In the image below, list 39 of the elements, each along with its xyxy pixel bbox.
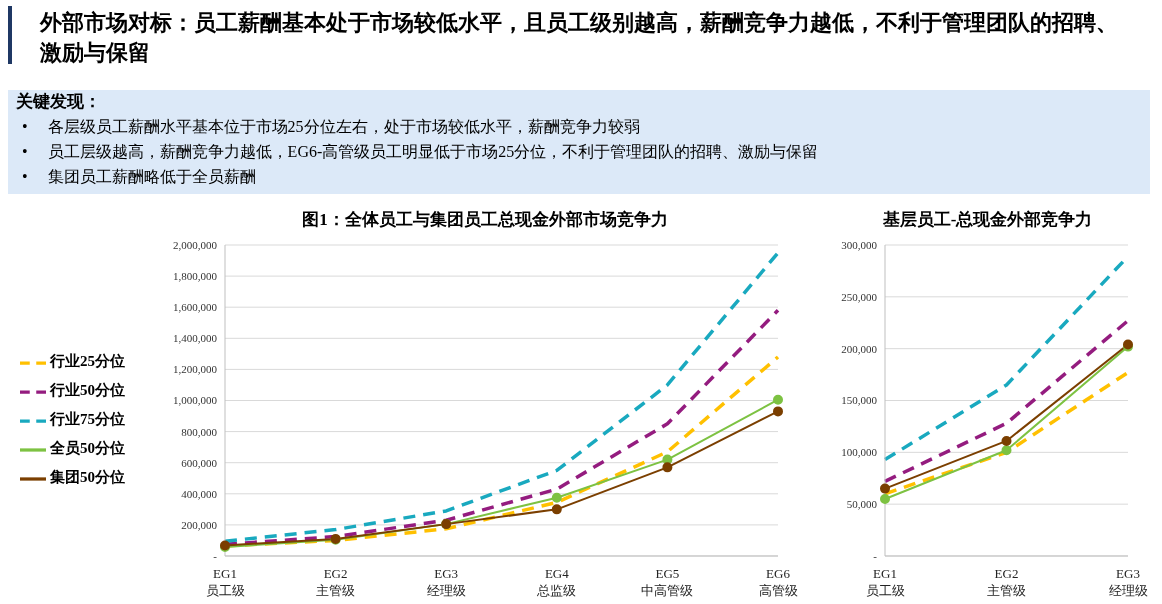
y-tick-label: 1,200,000 <box>173 363 218 376</box>
text: • 员工层级越高，薪酬竞争力越低，EG6-高管级员工明显低于市场25分位，不利于管理团队的招聘、激励与保留 <box>21 142 820 162</box>
legend-label: 行业75分位 <box>50 411 125 427</box>
y-tick-label: 400,000 <box>181 487 218 500</box>
legend-label: 行业25分位 <box>50 353 125 369</box>
x-tick-label: EG1 员工级 <box>205 566 245 598</box>
text: 关键发现： <box>15 91 102 113</box>
chart-title: 图1：全体员工与集团员工总现金外部市场竞争力 <box>301 209 669 231</box>
x-tick-label: EG2 主管级 <box>316 566 356 598</box>
text: • 集团员工薪酬略低于全员薪酬 <box>21 167 257 187</box>
y-tick-label: 1,600,000 <box>173 301 218 314</box>
x-tick-label: EG6 高管级 <box>758 566 798 598</box>
y-tick-label: 200,000 <box>181 518 218 531</box>
text: • 各层级员工薪酬水平基本位于市场25分位左右，处于市场较低水平，薪酬竞争力较弱 <box>21 117 641 137</box>
chart-title: 基层员工-总现金外部竞争力 <box>881 209 1094 231</box>
y-tick-label: 600,000 <box>181 456 218 469</box>
x-tick-label: EG2 主管级 <box>987 566 1026 598</box>
y-tick-label: - <box>873 549 878 562</box>
y-tick-label: 300,000 <box>841 238 878 251</box>
y-tick-label: 150,000 <box>841 394 878 407</box>
legend-label: 集团50分位 <box>50 469 125 485</box>
y-tick-label: 100,000 <box>841 446 878 459</box>
x-tick-label: EG3 经理级 <box>426 566 466 598</box>
text: 外部市场对标：员工薪酬基本处于市场较低水平，且员工级别越高，薪酬竞争力越低，不利于管理团队的招聘、激励与保留 <box>40 9 1119 67</box>
y-tick-label: 200,000 <box>841 342 878 355</box>
x-tick-label: EG4 总监级 <box>536 566 577 598</box>
x-tick-label: EG1 员工级 <box>865 566 905 598</box>
y-tick-label: 800,000 <box>181 425 218 438</box>
y-tick-label: 250,000 <box>841 290 878 303</box>
y-tick-label: 50,000 <box>846 498 878 511</box>
y-tick-label: - <box>213 549 218 562</box>
y-tick-label: 1,800,000 <box>173 270 218 283</box>
legend-label: 行业50分位 <box>50 382 125 398</box>
x-tick-label: EG5 中高管级 <box>641 566 694 598</box>
y-tick-label: 1,400,000 <box>173 332 218 345</box>
y-tick-label: 2,000,000 <box>173 238 218 251</box>
legend-label: 全员50分位 <box>50 440 125 456</box>
x-tick-label: EG3 经理级 <box>1108 566 1148 598</box>
y-tick-label: 1,000,000 <box>173 394 218 407</box>
